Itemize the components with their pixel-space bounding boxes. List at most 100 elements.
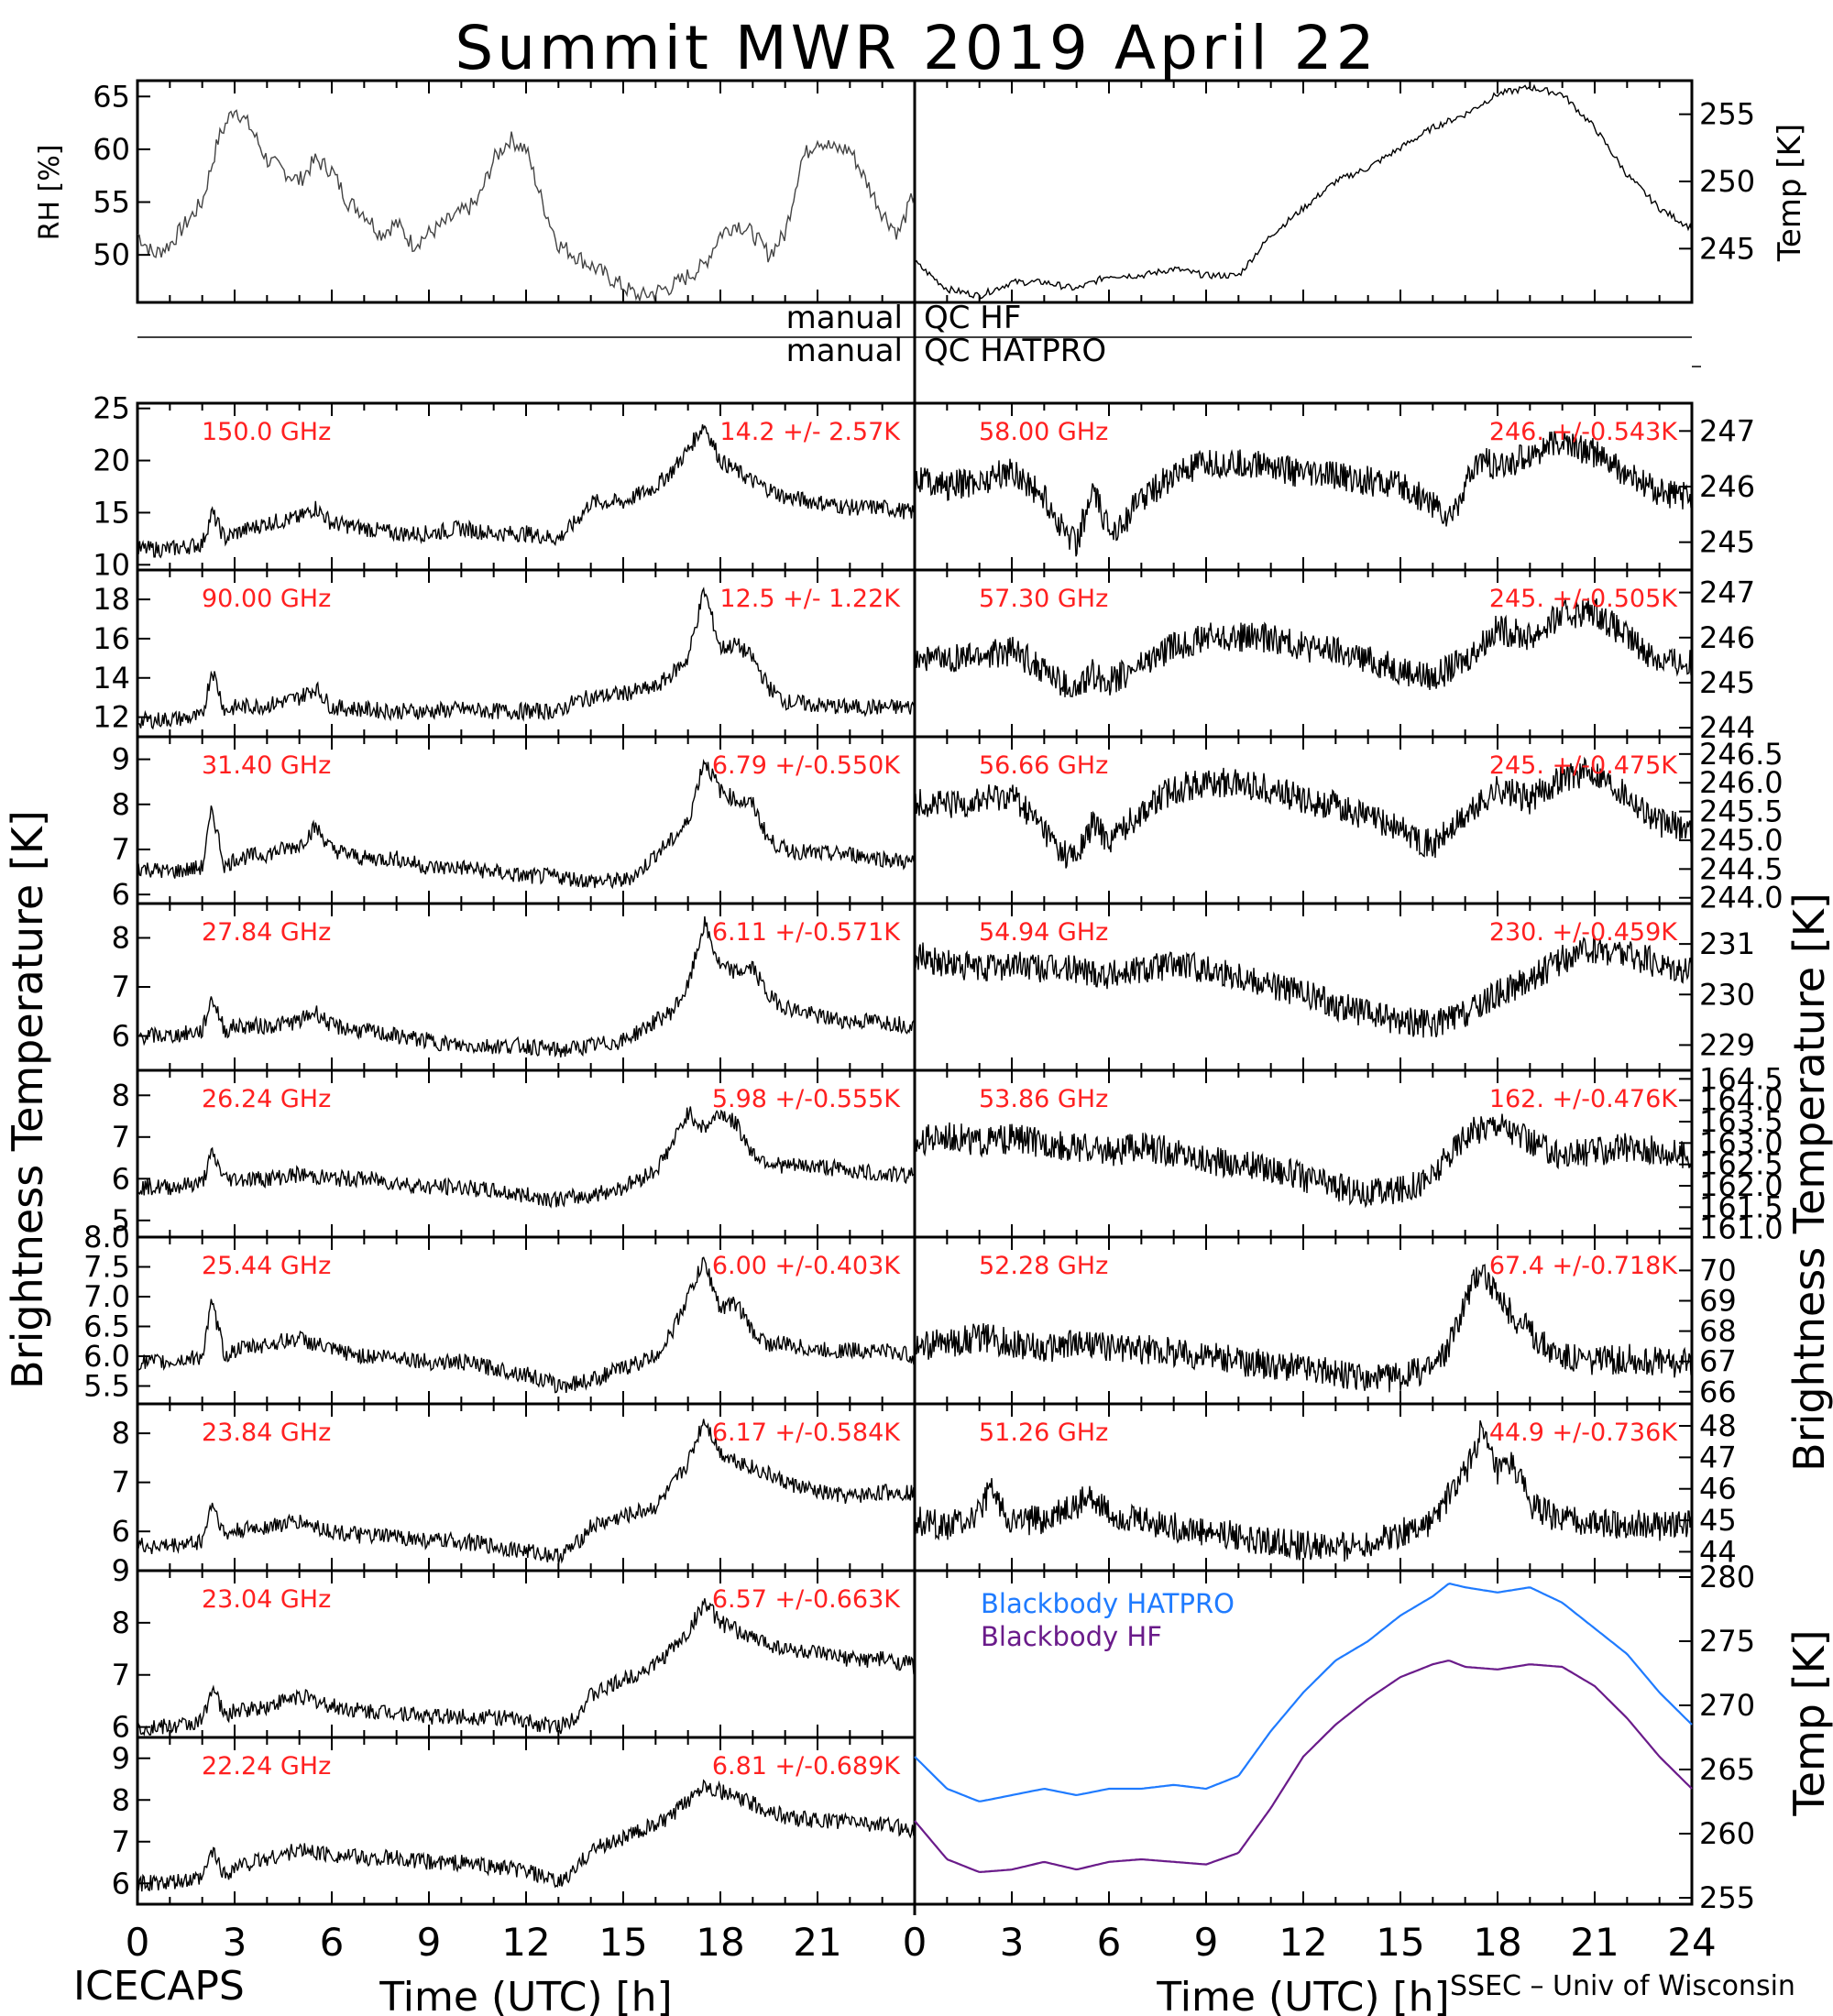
bt-axis-label-right: Brightness Temperature [K] — [1784, 893, 1833, 1472]
y-tick-label: 10 — [93, 547, 130, 582]
y-tick-label: 8 — [112, 1078, 130, 1112]
bt-series — [137, 424, 916, 559]
footer-left: ICECAPS — [73, 1963, 245, 2010]
channel-label: 52.28 GHz — [979, 1252, 1108, 1280]
y-tick-label: 161.0 — [1699, 1211, 1784, 1246]
y-tick-label: 250 — [1699, 164, 1755, 199]
channel-stat: 6.00 +/-0.403K — [712, 1252, 901, 1280]
legend-hf: Blackbody HF — [981, 1621, 1162, 1652]
channel-stat: 6.81 +/-0.689K — [712, 1752, 901, 1780]
channel-label: 57.30 GHz — [979, 585, 1108, 613]
y-tick-label: 246.0 — [1699, 765, 1784, 800]
bt-series — [137, 758, 916, 890]
bt-series — [137, 1419, 916, 1564]
channel-stat: 14.2 +/- 2.57K — [719, 418, 901, 446]
channel-stat: 6.11 +/-0.571K — [712, 918, 901, 947]
rh-line — [137, 109, 916, 303]
y-tick-label: 25 — [93, 391, 130, 426]
y-tick-label: 230 — [1699, 977, 1755, 1012]
y-tick-label: 60 — [93, 132, 130, 167]
y-tick-label: 8 — [112, 1416, 130, 1451]
y-tick-label: 67 — [1699, 1344, 1737, 1379]
y-tick-label: 7 — [112, 1120, 130, 1155]
channel-stat: 245. +/-0.505K — [1489, 585, 1678, 613]
y-tick-label: 265 — [1699, 1752, 1755, 1787]
y-tick-label: 6 — [112, 1514, 130, 1549]
y-tick-label: 8 — [112, 1605, 130, 1640]
x-tick-label: 12 — [1279, 1920, 1327, 1965]
y-tick-label: 66 — [1699, 1375, 1737, 1409]
y-tick-label: 231 — [1699, 926, 1755, 961]
bt-series — [137, 1598, 916, 1737]
bt-series — [137, 1256, 916, 1394]
page-title: Summit MWR 2019 April 22 — [455, 13, 1378, 83]
y-tick-label: 245 — [1699, 665, 1755, 700]
y-tick-label: 7 — [112, 1824, 130, 1859]
y-tick-label: 5.5 — [83, 1369, 130, 1404]
y-tick-label: 8.0 — [83, 1220, 130, 1255]
blackbody-axis-label: Temp [K] — [1784, 1629, 1833, 1816]
bt-series — [137, 1106, 916, 1209]
channel-stat: 6.79 +/-0.550K — [712, 751, 901, 780]
channel-stat: 162. +/-0.476K — [1489, 1085, 1678, 1113]
y-tick-label: 6 — [112, 1161, 130, 1196]
channel-stat: 230. +/-0.459K — [1489, 918, 1678, 947]
y-tick-label: 164.0 — [1699, 1083, 1784, 1118]
channel-label: 25.44 GHz — [202, 1252, 331, 1280]
x-tick-label: 15 — [1376, 1920, 1424, 1965]
channel-stat: 12.5 +/- 1.22K — [719, 585, 901, 613]
y-tick-label: 9 — [112, 1553, 130, 1588]
y-tick-label: 247 — [1699, 575, 1755, 610]
bt-series — [137, 586, 916, 730]
channel-label: 53.86 GHz — [979, 1085, 1108, 1113]
y-tick-label: 7.5 — [83, 1250, 130, 1285]
x-tick-label: 21 — [793, 1920, 841, 1965]
y-tick-label: 161.5 — [1699, 1189, 1784, 1224]
channel-stat: 245. +/-0.475K — [1489, 751, 1678, 780]
y-tick-label: 15 — [93, 495, 130, 530]
x-tick-label: 3 — [1000, 1920, 1025, 1965]
y-tick-label: 12 — [93, 700, 130, 735]
y-tick-label: 163.5 — [1699, 1104, 1784, 1139]
y-tick-label: 69 — [1699, 1283, 1737, 1318]
channel-stat: 6.57 +/-0.663K — [712, 1585, 901, 1614]
air-temp-line — [914, 83, 1693, 300]
y-tick-label: 244.5 — [1699, 851, 1784, 886]
y-tick-label: 246 — [1699, 620, 1755, 655]
channel-label: 56.66 GHz — [979, 751, 1108, 780]
y-tick-label: 68 — [1699, 1314, 1737, 1349]
y-tick-label: 6 — [112, 1710, 130, 1745]
y-tick-label: 6 — [112, 877, 130, 912]
channel-label: 23.84 GHz — [202, 1419, 331, 1447]
y-tick-label: 246.5 — [1699, 737, 1784, 772]
bt-series — [914, 1419, 1693, 1562]
y-tick-label: 8 — [112, 1782, 130, 1817]
y-tick-label: 245.0 — [1699, 823, 1784, 858]
y-tick-label: 245.5 — [1699, 794, 1784, 829]
bt-series — [914, 597, 1693, 698]
x-axis-label-right: Time (UTC) [h] — [1156, 1974, 1449, 2016]
qc-hf-right: QC HF — [924, 300, 1021, 336]
x-tick-label: 18 — [1473, 1920, 1521, 1965]
x-tick-label: 15 — [598, 1920, 647, 1965]
x-tick-label: 0 — [903, 1920, 927, 1965]
channel-stat: 5.98 +/-0.555K — [712, 1085, 901, 1113]
y-tick-label: 8 — [112, 787, 130, 822]
x-axis-label-left: Time (UTC) [h] — [379, 1974, 672, 2016]
y-tick-label: 70 — [1699, 1253, 1737, 1287]
y-tick-label: 164.5 — [1699, 1061, 1784, 1096]
channel-label: 51.26 GHz — [979, 1419, 1108, 1447]
y-tick-label: 9 — [112, 1741, 130, 1776]
channel-stat: 67.4 +/-0.718K — [1489, 1252, 1678, 1280]
bt-series — [137, 915, 916, 1057]
y-tick-label: 46 — [1699, 1472, 1737, 1507]
qc-hatpro-left: manual — [786, 333, 903, 369]
y-tick-label: 47 — [1699, 1440, 1737, 1474]
bt-series — [914, 934, 1693, 1038]
y-tick-label: 245 — [1699, 525, 1755, 560]
bt-series — [914, 756, 1693, 869]
channel-stat: 6.17 +/-0.584K — [712, 1419, 901, 1447]
qc-hatpro-right: QC HATPRO — [924, 333, 1106, 369]
channel-label: 22.24 GHz — [202, 1752, 331, 1780]
